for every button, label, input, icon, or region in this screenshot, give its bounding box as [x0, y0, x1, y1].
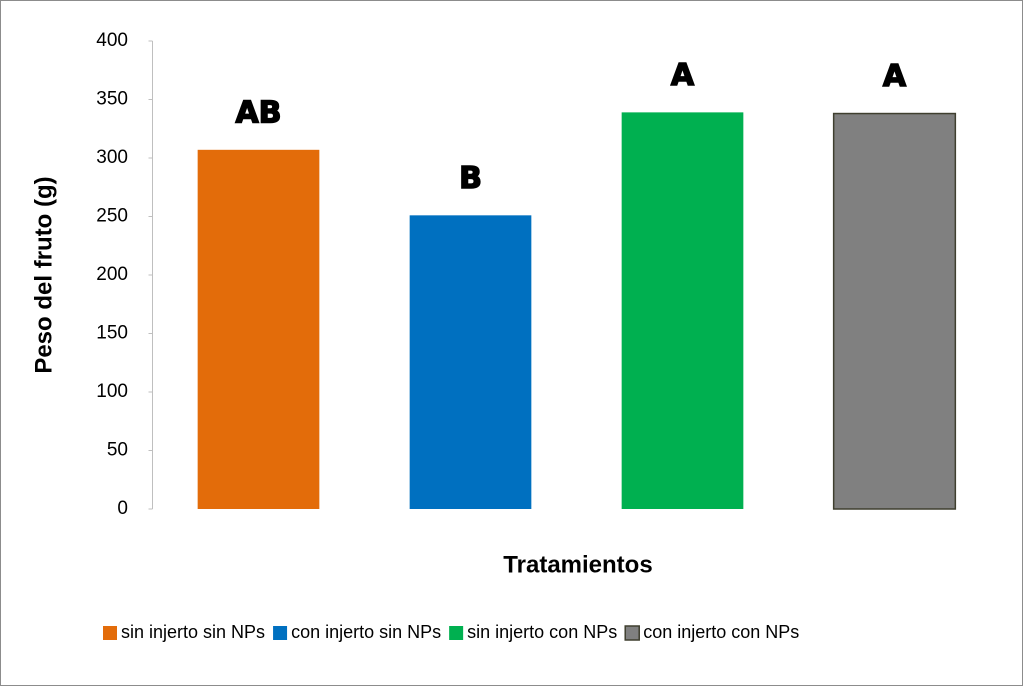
y-tick-label: 150	[96, 323, 128, 344]
annotation: A	[883, 59, 907, 94]
y-tick-label: 100	[96, 381, 128, 402]
bar	[409, 215, 532, 509]
y-tick-label: 350	[96, 89, 128, 110]
annotation: AB	[235, 95, 281, 130]
legend-label: sin injerto sin NPs	[121, 622, 265, 642]
legend-swatch	[273, 626, 288, 640]
y-tick-label: 300	[96, 147, 128, 168]
y-tick-label: 250	[96, 206, 128, 227]
annotation: B	[459, 161, 482, 196]
legend-label: sin injerto con NPs	[467, 622, 617, 642]
bar	[621, 112, 744, 510]
legend-label: con injerto con NPs	[643, 622, 799, 642]
y-tick-label: 200	[96, 264, 128, 285]
legend-swatch	[449, 626, 464, 640]
legend-swatch	[624, 625, 640, 641]
bar	[832, 112, 957, 510]
bar	[197, 149, 320, 509]
legend-label: con injerto sin NPs	[291, 622, 441, 642]
y-tick-label: 0	[117, 498, 128, 519]
annotation: A	[671, 58, 695, 93]
legend-swatch	[103, 626, 117, 640]
y-axis-title: Peso del fruto (g)	[30, 176, 57, 373]
y-tick-label: 50	[107, 440, 128, 461]
y-tick-label: 400	[96, 30, 128, 51]
x-axis-title: Tratamientos	[503, 551, 652, 578]
